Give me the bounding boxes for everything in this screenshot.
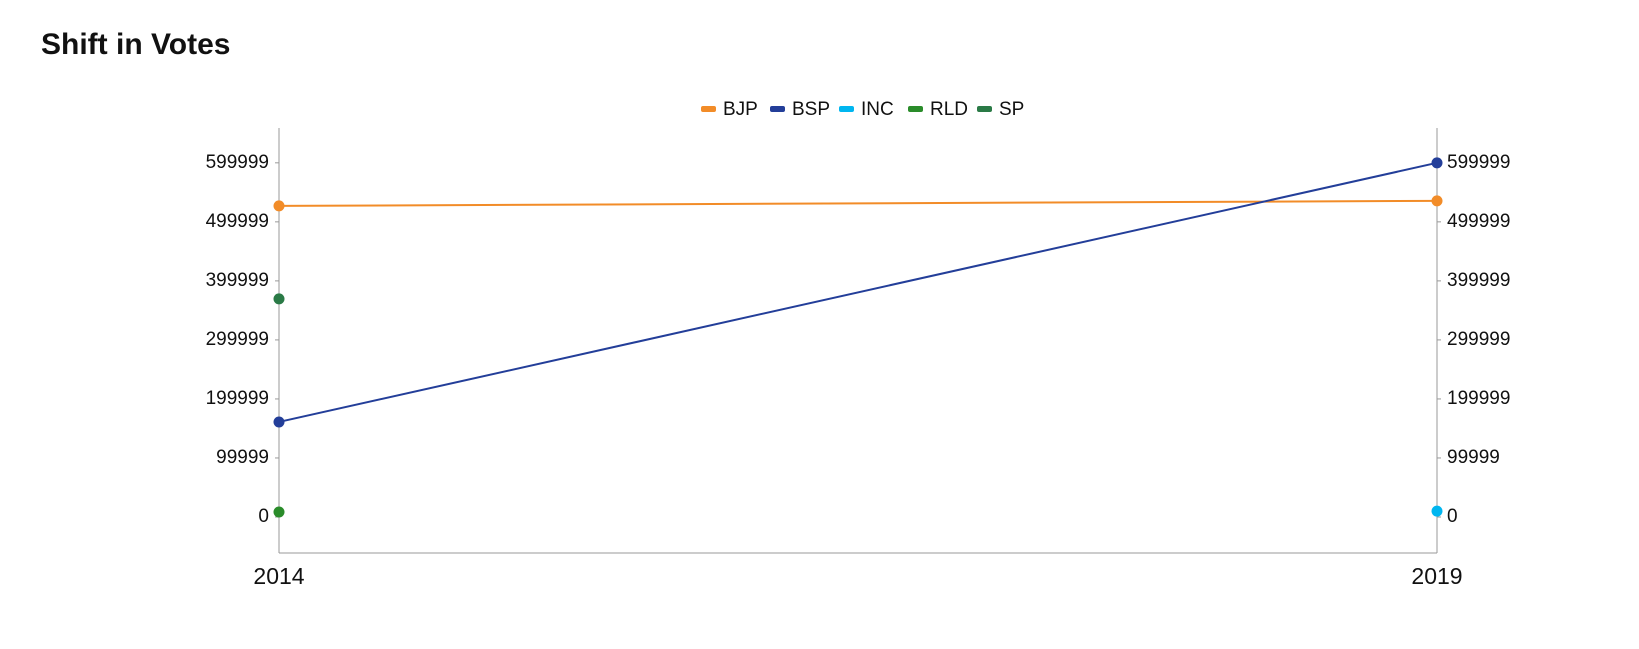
series-line: [278, 161, 1438, 423]
y2-tick-label: 399999: [1447, 270, 1510, 291]
y2-tick-label: 599999: [1447, 152, 1510, 173]
legend-swatch: [908, 106, 923, 112]
y2-tick-label: 499999: [1447, 211, 1510, 232]
legend-label: BSP: [792, 99, 830, 120]
series-line: [278, 199, 1438, 207]
y-tick-label: 99999: [216, 447, 269, 468]
legend-swatch: [701, 106, 716, 112]
data-point: [273, 506, 285, 518]
legend-label: INC: [861, 99, 894, 120]
y2-tick-label: 199999: [1447, 388, 1510, 409]
y-tick-label: 0: [258, 506, 269, 527]
legend-label: BJP: [723, 99, 758, 120]
x-tick-label: 2019: [1411, 563, 1462, 589]
y2-tick-label: 0: [1447, 506, 1458, 527]
y2-tick-label: 99999: [1447, 447, 1500, 468]
x-tick-label: 2014: [253, 563, 304, 589]
legend-swatch: [770, 106, 785, 112]
data-point: [273, 200, 285, 212]
legend-swatch: [977, 106, 992, 112]
data-point: [1431, 505, 1443, 517]
chart-title: Shift in Votes: [41, 28, 230, 61]
legend-swatch: [839, 106, 854, 112]
legend-label: SP: [999, 99, 1024, 120]
y-tick-label: 199999: [206, 388, 269, 409]
y-tick-label: 499999: [206, 211, 269, 232]
y-tick-label: 599999: [206, 152, 269, 173]
data-point: [273, 293, 285, 305]
y-tick-label: 399999: [206, 270, 269, 291]
data-point: [1431, 157, 1443, 169]
legend-label: RLD: [930, 99, 968, 120]
y2-tick-label: 299999: [1447, 329, 1510, 350]
y-tick-label: 299999: [206, 329, 269, 350]
data-point: [273, 416, 285, 428]
data-point: [1431, 195, 1443, 207]
